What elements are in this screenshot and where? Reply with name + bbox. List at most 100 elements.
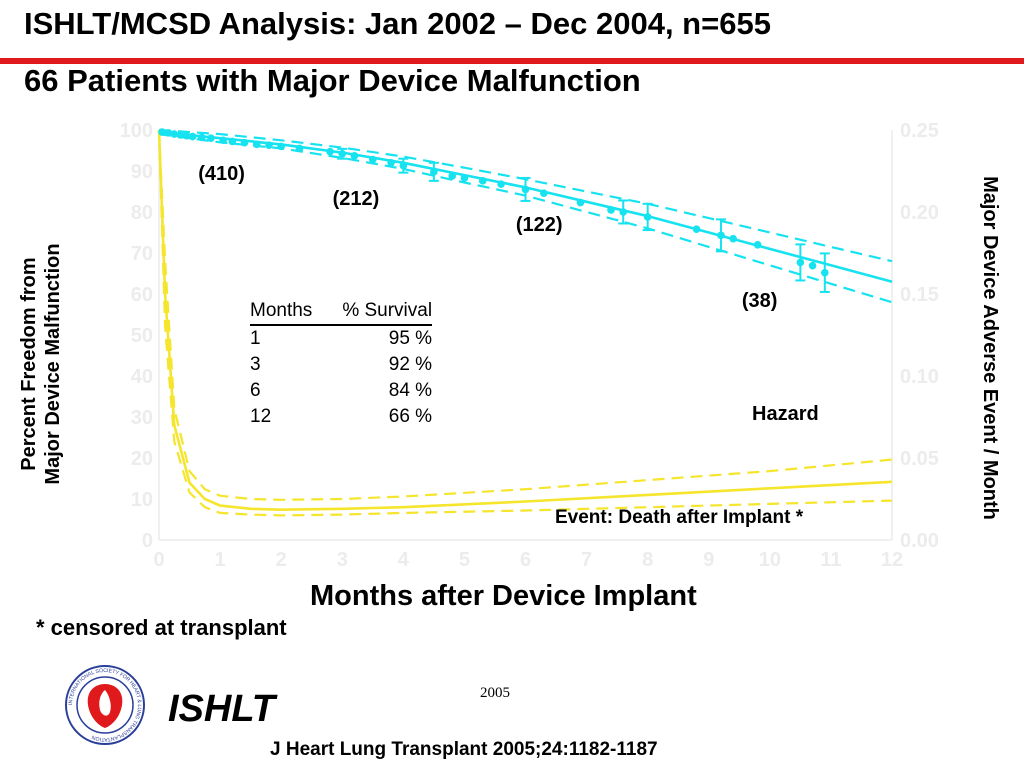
y-left-tick-label: 20 xyxy=(131,448,153,470)
table-header-survival: % Survival xyxy=(312,298,433,326)
data-point xyxy=(692,225,701,234)
hazard-series-line xyxy=(157,129,893,512)
x-tick-label: 7 xyxy=(581,549,592,571)
x-tick-label: 5 xyxy=(459,549,470,571)
data-point xyxy=(350,152,359,160)
table-cell-survival: 92 % xyxy=(388,354,433,375)
table-cell-survival: 95 % xyxy=(388,328,433,349)
y-left-tick-label: 90 xyxy=(131,161,153,183)
x-tick-label: 4 xyxy=(398,549,410,571)
x-axis-label: Months after Device Implant xyxy=(310,580,697,612)
table-row: 1 95 % xyxy=(250,325,432,352)
data-point xyxy=(430,168,438,176)
y-right-tick-label: 0.15 xyxy=(900,284,939,306)
x-tick-label: 11 xyxy=(820,549,841,571)
x-tick-label: 10 xyxy=(759,549,781,571)
data-point xyxy=(619,208,628,216)
table-cell-survival: 84 % xyxy=(388,380,433,401)
ishlt-logo: INTERNATIONAL SOCIETY FOR HEART & LUNG T… xyxy=(65,665,145,745)
y-left-tick-label: 80 xyxy=(131,202,153,224)
data-point xyxy=(387,159,395,167)
data-point xyxy=(540,189,548,197)
y-right-tick-label: 0.00 xyxy=(900,530,939,552)
data-point xyxy=(368,155,377,164)
page-title: ISHLT/MCSD Analysis: Jan 2002 – Dec 2004… xyxy=(24,6,771,41)
data-point xyxy=(182,131,191,140)
data-point xyxy=(338,149,347,158)
data-point xyxy=(796,258,805,267)
table-cell-months: 12 xyxy=(250,406,272,427)
x-tick-label: 2 xyxy=(276,549,287,571)
event-annotation: Event: Death after Implant * xyxy=(555,507,804,528)
year-label: 2005 xyxy=(480,685,510,701)
data-point xyxy=(295,144,304,153)
y-left-tick-label: 40 xyxy=(131,366,153,388)
data-point xyxy=(219,136,227,145)
data-point xyxy=(207,134,215,142)
x-tick-label: 1 xyxy=(215,549,226,571)
y-axis-left-label: Percent Freedom from Major Device Malfun… xyxy=(17,154,65,574)
y-left-tick-label: 60 xyxy=(131,284,153,306)
data-point xyxy=(170,130,179,138)
org-abbrev: ISHLT xyxy=(168,688,275,730)
data-point xyxy=(460,174,469,182)
data-point xyxy=(521,185,530,194)
data-point xyxy=(478,177,487,185)
data-point xyxy=(252,140,261,149)
n-at-risk-label: (410) xyxy=(198,163,245,186)
data-point xyxy=(717,231,725,240)
y-right-tick-label: 0.20 xyxy=(900,202,939,224)
y-left-tick-label: 30 xyxy=(131,407,153,429)
data-point xyxy=(821,268,829,277)
data-point xyxy=(158,128,166,136)
title-divider xyxy=(0,58,1024,64)
data-point xyxy=(448,172,457,180)
y-right-tick-label: 0.10 xyxy=(900,366,939,388)
data-point xyxy=(607,206,615,214)
y-right-tick-label: 0.25 xyxy=(900,120,939,142)
n-at-risk-label: (212) xyxy=(332,187,380,210)
data-point xyxy=(808,261,817,270)
y-left-tick-label: 0 xyxy=(142,530,153,552)
table-header-months: Months xyxy=(250,298,313,326)
table-cell-survival: 66 % xyxy=(388,406,433,427)
x-tick-label: 9 xyxy=(703,549,714,571)
data-point xyxy=(240,138,249,147)
observed-points xyxy=(158,128,830,293)
page-subtitle: 66 Patients with Major Device Malfunctio… xyxy=(24,63,641,98)
survival-table-header: Months % Survival xyxy=(250,298,433,326)
data-point xyxy=(277,142,285,151)
x-tick-label: 8 xyxy=(642,549,653,571)
data-point xyxy=(729,234,737,243)
survival-table: Months % Survival 1 95 % 3 92 % 6 84 % 1… xyxy=(250,298,433,430)
axis-layer: 0 1 2 3 4 5 6 7 8 9 10 11 1201020304050607080901000.… xyxy=(120,120,939,571)
y-left-tick-label: 50 xyxy=(131,325,153,347)
y-right-tick-label: 0.05 xyxy=(900,448,939,470)
data-point xyxy=(326,147,334,156)
table-cell-months: 1 xyxy=(250,328,261,349)
y-axis-left-label-line-2: Major Device Malfunction xyxy=(42,243,64,485)
data-point xyxy=(643,213,652,221)
data-point xyxy=(265,141,273,149)
y-left-tick-label: 70 xyxy=(131,243,153,265)
x-tick-label: 3 xyxy=(337,549,348,571)
table-cell-months: 3 xyxy=(250,354,261,375)
hazard-upper-ci-line xyxy=(157,129,893,501)
data-point xyxy=(164,129,172,137)
data-point xyxy=(576,198,585,207)
freedom-series-line xyxy=(158,130,893,283)
footnote: * censored at transplant xyxy=(36,615,287,640)
y-left-tick-label: 100 xyxy=(120,120,153,142)
n-at-risk-label: (122) xyxy=(515,214,563,237)
hazard-lower-ci-line xyxy=(157,129,893,517)
table-row: 6 84 % xyxy=(250,378,432,404)
data-point xyxy=(228,137,237,146)
table-row: 3 92 % xyxy=(250,352,432,378)
data-point xyxy=(497,180,505,188)
data-point xyxy=(399,161,408,170)
y-axis-right-label: Major Device Adverse Event / Month xyxy=(979,176,1001,520)
data-point xyxy=(176,131,185,139)
n-at-risk-label: (38) xyxy=(741,290,778,313)
data-point xyxy=(753,241,762,249)
